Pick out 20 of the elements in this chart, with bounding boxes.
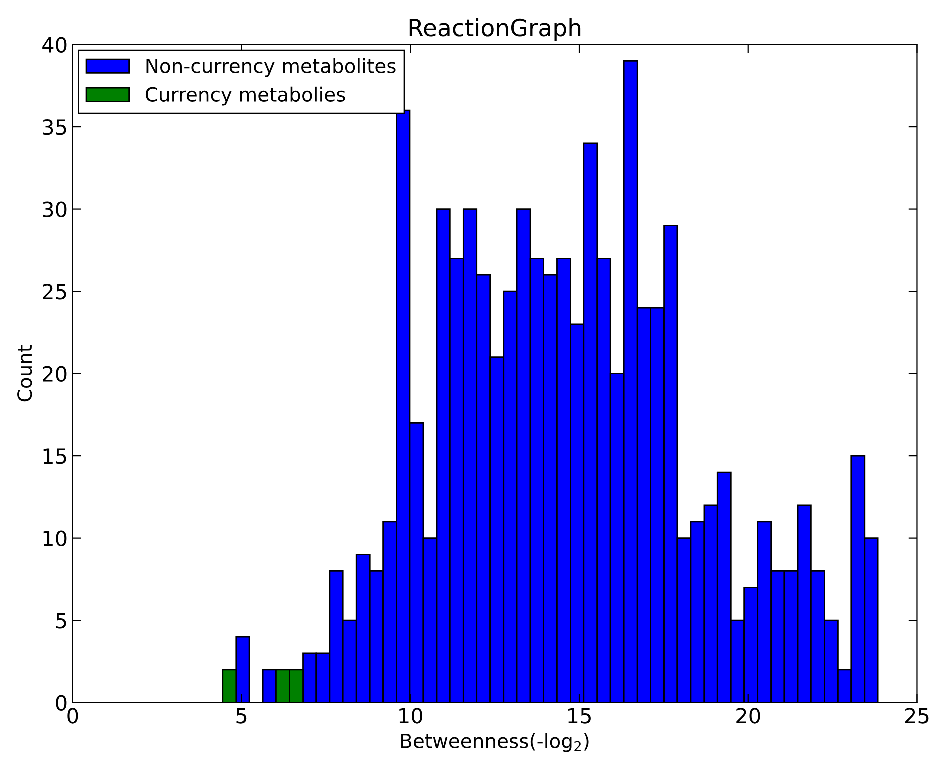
- y-tick-label: 10: [44, 530, 67, 547]
- x-tick-label: 5: [236, 708, 247, 724]
- y-tick-label: 25: [43, 284, 66, 300]
- x-tick-label: 10: [400, 708, 423, 724]
- chart-title: ReactionGraph: [410, 18, 581, 42]
- x-tick-label: 20: [736, 708, 760, 724]
- y-tick-label: 20: [43, 366, 67, 382]
- x-tick-label: 15: [568, 708, 591, 724]
- y-tick-label: 5: [56, 613, 66, 629]
- x-axis-title: Betweenness(-log$_{2}$): [402, 733, 589, 752]
- y-tick-label: 40: [42, 37, 67, 53]
- y-tick-label: 0: [56, 695, 67, 712]
- legend-label: Currency metabolies: [146, 86, 346, 106]
- legend-label: Non-currency metabolites: [146, 58, 396, 78]
- y-tick-label: 15: [44, 448, 66, 464]
- y-tick-label: 35: [43, 119, 66, 136]
- y-tick-label: 30: [43, 202, 67, 218]
- x-tick-label: 0: [68, 708, 78, 724]
- y-axis-title: Count: [18, 345, 32, 402]
- x-tick-label: 25: [906, 708, 929, 724]
